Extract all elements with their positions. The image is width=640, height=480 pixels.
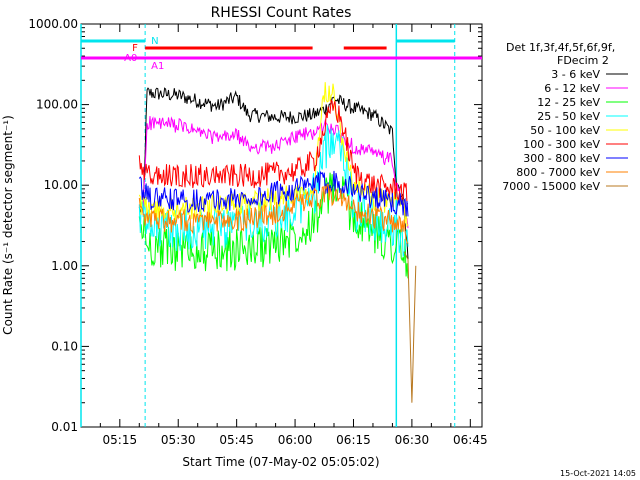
y-tick-label: 1000.00: [28, 17, 78, 31]
y-tick-label: 0.10: [51, 339, 78, 353]
attenuator-label-a0: A0: [124, 53, 137, 64]
y-tick-label: 10.00: [44, 178, 78, 192]
legend-header: FDecim 2: [557, 54, 609, 67]
y-tick-label: 100.00: [36, 98, 78, 112]
legend-label: 300 - 800 keV: [523, 152, 600, 165]
legend-label: 100 - 300 keV: [523, 138, 600, 151]
x-axis: 05:15 05:30 05:45 06:00 06:15 06:30 06:45: [99, 24, 488, 447]
legend-label: 6 - 12 keV: [544, 82, 600, 95]
attenuator-label-f: F: [132, 43, 138, 54]
attenuator-label-n: N: [151, 36, 158, 47]
legend-label: 3 - 6 keV: [551, 68, 600, 81]
series-line: [138, 172, 409, 279]
series-line: [138, 183, 409, 244]
legend-label: 50 - 100 keV: [530, 124, 600, 137]
series-line: [138, 116, 409, 229]
legend-header: Det 1f,3f,4f,5f,6f,9f,: [506, 41, 615, 54]
x-tick-label: 05:30: [161, 433, 196, 447]
legend-label: 25 - 50 keV: [537, 110, 600, 123]
plot-timestamp: 15-Oct-2021 14:05: [560, 469, 636, 478]
series-line: [138, 87, 409, 260]
x-tick-label: 05:15: [103, 433, 138, 447]
y-tick-label: 0.01: [51, 420, 78, 434]
attenuator-label-a1: A1: [151, 61, 164, 72]
x-tick-label: 06:30: [395, 433, 430, 447]
legend-label: 800 - 7000 keV: [516, 166, 600, 179]
legend-label: 7000 - 15000 keV: [502, 180, 600, 193]
series-line: [403, 251, 417, 403]
attenuator-state-bars: N FA0 A1: [81, 36, 482, 72]
series-lines: [138, 82, 417, 403]
x-tick-label: 06:15: [336, 433, 371, 447]
series-line: [138, 170, 409, 217]
y-axis: 1000.00 100.00 10.00 1.00 0.10 0.01: [28, 17, 482, 434]
y-axis-label: Count Rate (s⁻¹ detector segment⁻¹): [1, 115, 15, 335]
y-tick-label: 1.00: [51, 259, 78, 273]
chart-title: RHESSI Count Rates: [211, 5, 352, 21]
x-axis-label: Start Time (07-May-02 05:05:02): [182, 455, 379, 469]
x-tick-label: 05:45: [219, 433, 254, 447]
legend-label: 12 - 25 keV: [537, 96, 600, 109]
x-tick-label: 06:45: [453, 433, 488, 447]
legend: Det 1f,3f,4f,5f,6f,9f,FDecim 23 - 6 keV6…: [502, 41, 628, 193]
x-tick-label: 06:00: [278, 433, 313, 447]
